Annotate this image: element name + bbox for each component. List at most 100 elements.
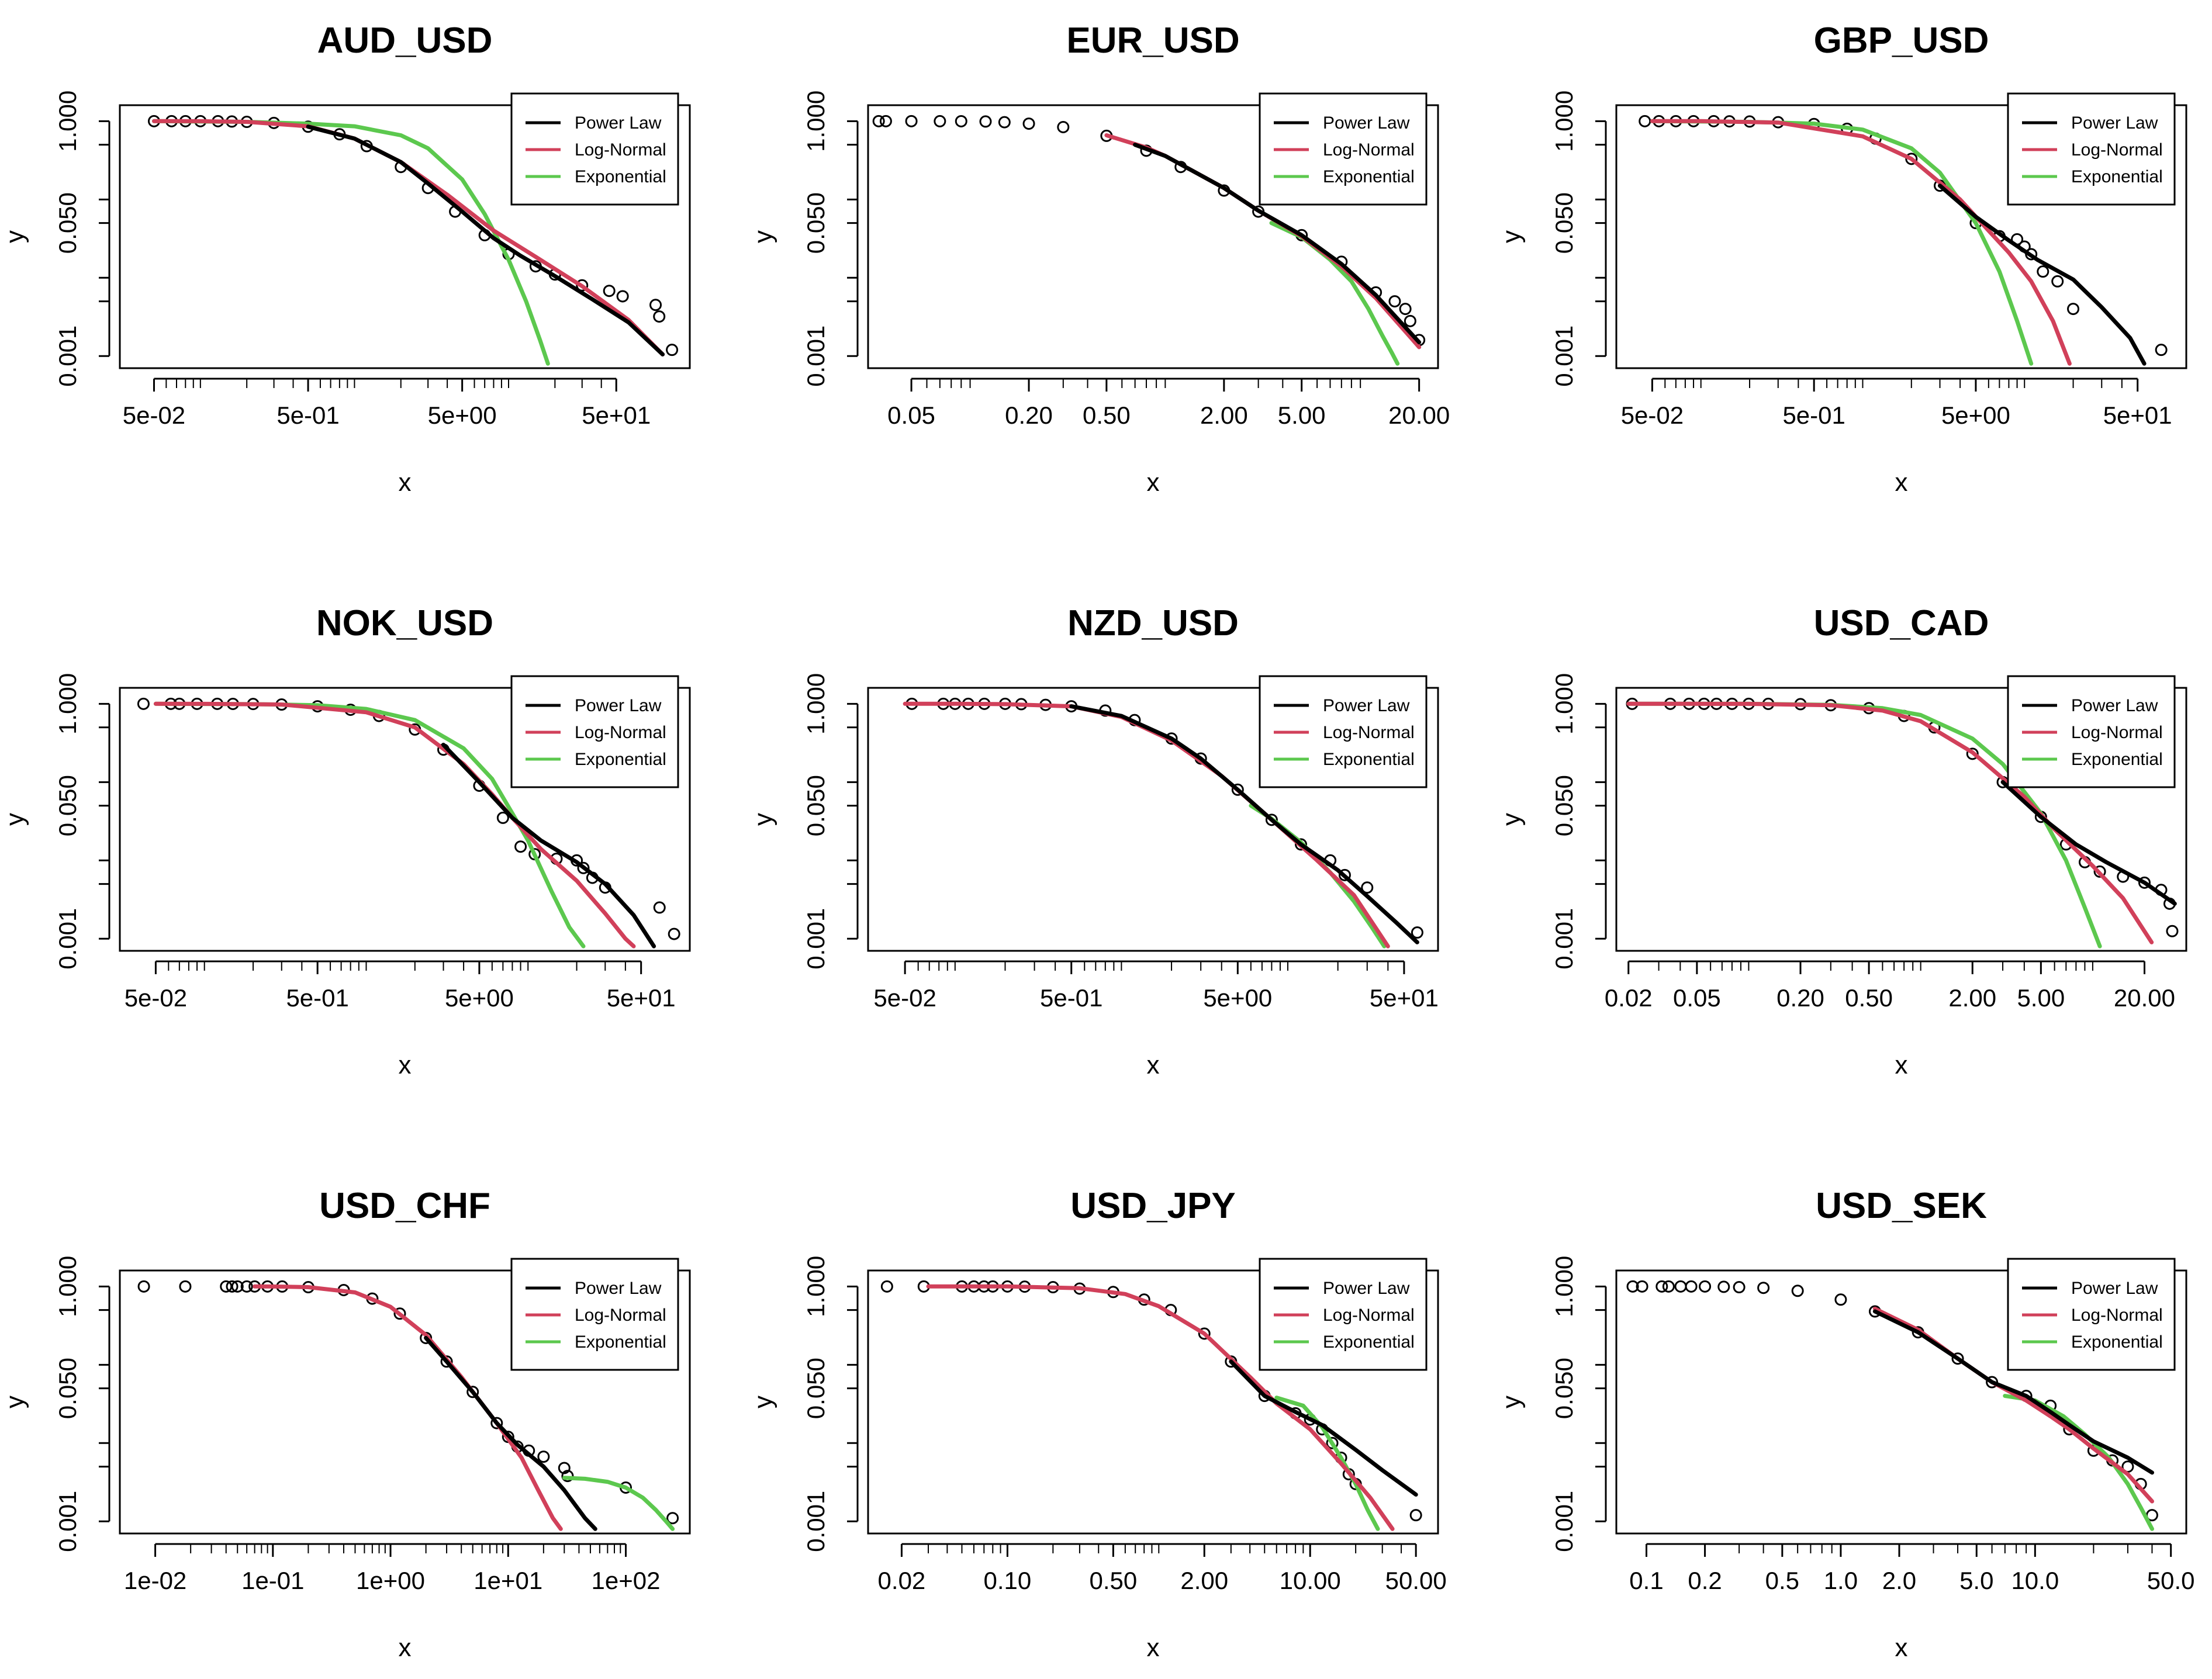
legend: Power Law Log-Normal Exponential [2007,92,2176,206]
x-tick-label: 0.05 [1673,984,1721,1012]
y-axis-label: y [749,813,777,826]
data-point [1757,1282,1770,1294]
data-point [1639,115,1651,127]
legend: Power Law Log-Normal Exponential [1259,675,1428,788]
data-point [1655,1280,1668,1293]
legend-box [2007,675,2176,788]
plot-frame [867,104,1439,369]
chart-panel: USD_JPY 0.02 0.10 0.50 2.00 10.00 50.00 x 0.001 0… [749,1186,1447,1662]
y-axis-label: y [1497,813,1526,826]
series-line-log-normal [1650,119,2072,366]
legend: Power Law Log-Normal Exponential [510,92,679,206]
x-tick-label: 0.20 [1776,984,1824,1012]
y-tick-label: 0.050 [54,192,81,254]
data-point [1338,868,1351,881]
data-point [1409,1509,1422,1522]
chart-panel: AUD_USD 5e-02 5e-01 5e+00 5e+01 x 0.001 0.050 1.… [1,20,691,497]
x-tick-label: 0.50 [1845,984,1893,1012]
legend-label: Log-Normal [575,1306,666,1325]
x-tick-label: 0.50 [1083,401,1131,429]
x-tick-label: 2.00 [1180,1567,1228,1594]
legend-label: Exponential [575,1332,666,1352]
y-tick-label: 0.050 [1550,192,1578,254]
x-tick-label: 5e+01 [582,401,651,429]
x-tick-label: 2.0 [1882,1567,1916,1594]
y-tick-label: 0.001 [54,1491,81,1552]
data-point [905,115,918,127]
legend-label: Log-Normal [1323,140,1415,160]
y-tick-label: 0.050 [802,775,829,836]
data-point [1966,747,1979,760]
x-tick-label: 0.2 [1688,1567,1722,1594]
data-point [955,115,967,127]
series-line-log-normal [1626,701,2154,944]
data-point [537,1450,550,1463]
data-point [1951,1352,1964,1365]
legend-label: Exponential [575,750,666,769]
chart-title: USD_CAD [1814,603,1989,643]
data-point [1022,117,1035,130]
x-tick-label: 5.0 [1959,1567,1993,1594]
x-tick-label: 5e+01 [1370,984,1439,1012]
data-point [496,811,509,824]
data-point [1685,1280,1698,1293]
y-tick-label: 1.000 [54,91,81,152]
legend-label: Power Law [575,113,662,133]
x-axis-label: x [399,1051,412,1079]
legend-label: Log-Normal [2071,1306,2163,1325]
data-point [1399,303,1412,316]
legend-label: Power Law [2071,1279,2158,1298]
x-axis-label: x [1895,1051,1908,1079]
series-line-exponential [562,1476,675,1531]
legend-label: Exponential [2071,167,2163,186]
data-point [1636,1280,1648,1293]
x-axis-label: x [1147,1051,1160,1079]
data-point [2155,344,2168,356]
data-point [666,1512,679,1525]
legend-label: Exponential [1323,1332,1415,1352]
data-point [2067,303,2080,316]
y-axis-label: y [1,1396,29,1408]
x-tick-label: 5e-02 [123,401,185,429]
plot-frame [1615,1269,2187,1535]
x-tick-label: 5e-02 [125,984,187,1012]
data-point [1791,1285,1804,1297]
x-tick-label: 5e-01 [1040,984,1102,1012]
data-point [179,1280,192,1293]
y-tick-label: 1.000 [802,91,829,152]
x-axis-label: x [1895,1633,1908,1662]
chart-title: USD_CHF [319,1186,490,1226]
data-point [1404,314,1416,327]
y-tick-label: 0.050 [1550,775,1578,836]
legend-label: Exponential [1323,167,1415,186]
y-tick-label: 0.001 [802,908,829,970]
chart-title: NOK_USD [316,603,493,643]
x-tick-label: 10.0 [2011,1567,2059,1594]
y-tick-label: 0.050 [802,1358,829,1419]
y-tick-label: 1.000 [1550,91,1578,152]
series-line-log-normal [926,1284,1395,1531]
data-point [1326,1436,1339,1449]
legend: Power Law Log-Normal Exponential [1259,92,1428,206]
data-point [240,1280,253,1293]
data-point [1733,1281,1746,1294]
y-tick-label: 0.050 [802,192,829,254]
x-axis-label: x [1895,468,1908,497]
legend-label: Power Law [1323,696,1410,715]
x-tick-label: 10.00 [1280,1567,1341,1594]
chart-title: AUD_USD [317,20,493,61]
legend-label: Power Law [575,1279,662,1298]
y-tick-label: 0.001 [1550,1491,1578,1552]
data-point [1626,1280,1639,1293]
chart-panel: EUR_USD 0.05 0.20 0.50 2.00 5.00 20.00 x 0.001 0.… [749,20,1450,497]
plot-frame [119,1269,691,1535]
plot-frame [867,1269,1439,1535]
x-tick-label: 0.1 [1629,1567,1663,1594]
data-point [440,1355,453,1368]
y-tick-label: 0.001 [54,908,81,970]
chart-panel: USD_CAD 0.02 0.05 0.20 0.50 2.00 5.00 20.00 x 0.0… [1497,603,2187,1079]
data-point [668,927,680,940]
x-tick-label: 0.02 [1605,984,1653,1012]
x-tick-label: 0.20 [1005,401,1053,429]
data-point [1834,1293,1847,1306]
